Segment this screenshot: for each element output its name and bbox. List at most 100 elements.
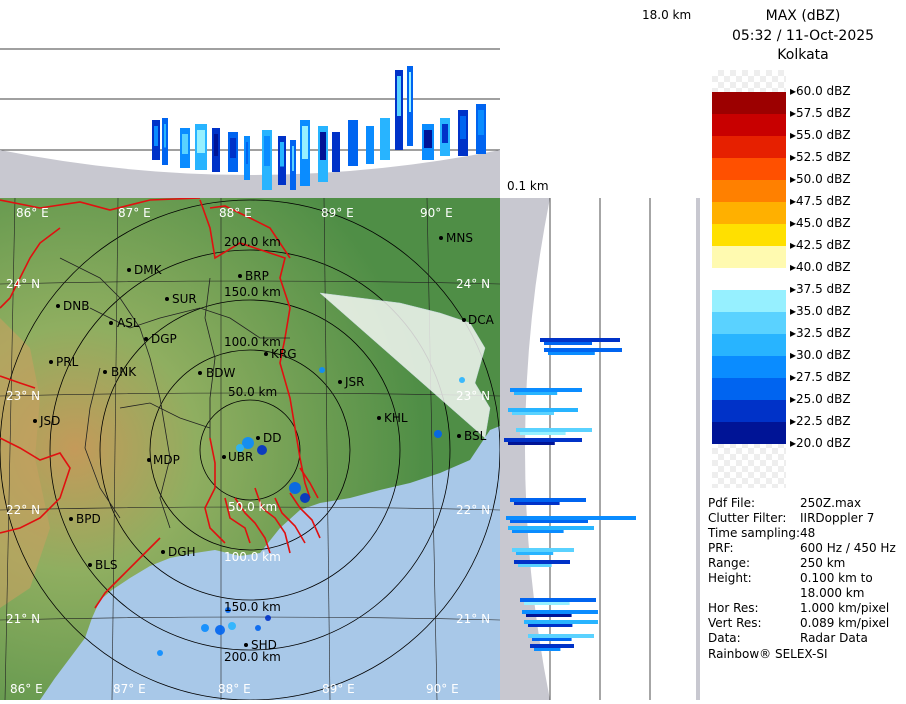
district-line [119, 402, 211, 429]
station-dot [144, 337, 148, 341]
station-label: DD [263, 431, 282, 445]
echo-band [510, 498, 586, 502]
radar-map: 86° E 87° E 88° E 89° E 90° E 86° E 87° … [0, 198, 500, 700]
station-label: BPD [76, 512, 101, 526]
echo-cell [215, 625, 225, 635]
station-label: JSD [40, 414, 61, 428]
scale-label: ▸47.5 dBZ [790, 194, 851, 208]
station-dot [198, 371, 202, 375]
scale-label: ▸37.5 dBZ [790, 282, 851, 296]
lat-label-right: 24° N [456, 277, 491, 291]
info-value: 48 [800, 526, 816, 540]
station-label: BSL [464, 429, 487, 443]
echo-band [544, 342, 592, 345]
echo-core [164, 124, 166, 148]
info-key: Range: [708, 556, 751, 570]
echo-core [182, 134, 188, 154]
info-row: Data: Radar Data [708, 631, 906, 646]
info-row: 18.000 km [708, 586, 906, 601]
range-label: 150.0 km [224, 600, 281, 614]
range-label: 100.0 km [224, 335, 281, 349]
parallel [0, 280, 500, 285]
info-key: Hor Res: [708, 601, 759, 615]
echo-band [524, 620, 598, 624]
scale-label: ▸25.0 dBZ [790, 392, 851, 406]
station-dot [127, 268, 131, 272]
echo-band [512, 548, 574, 552]
scale-label: ▸27.5 dBZ [790, 370, 851, 384]
channel [254, 487, 291, 554]
radar-map-svg [0, 198, 500, 700]
station-dot [338, 380, 342, 384]
color-swatch [712, 70, 786, 92]
station-dot [49, 360, 53, 364]
echo-core [230, 138, 236, 158]
lon-label-top: 87° E [118, 206, 151, 220]
channel [289, 492, 321, 539]
station-dot [462, 318, 466, 322]
echo-cell [157, 650, 163, 656]
rivers [319, 292, 491, 439]
info-row: Clutter Filter: IIRDoppler 7 [708, 511, 906, 526]
info-value: IIRDoppler 7 [800, 511, 875, 525]
echo-cell [459, 377, 465, 383]
station-dot [161, 550, 165, 554]
lat-label-right: 21° N [456, 612, 491, 626]
echo-core [154, 126, 158, 146]
echo-core [214, 134, 218, 156]
scale-label: ▸22.5 dBZ [790, 414, 851, 428]
station-label: BNK [111, 365, 137, 379]
color-swatch [712, 136, 786, 158]
scale-label: ▸52.5 dBZ [790, 150, 851, 164]
info-key: Clutter Filter: [708, 511, 787, 525]
scale-label: ▸20.0 dBZ [790, 436, 851, 450]
echo-cell [319, 367, 325, 373]
info-value: 600 Hz / 450 Hz [800, 541, 896, 555]
station-dot [88, 563, 92, 567]
range-label: 150.0 km [224, 285, 281, 299]
legend-panel: MAX (dBZ) 05:32 / 11-Oct-2025 Kolkata ▸6… [700, 0, 906, 700]
range-label: 50.0 km [228, 385, 278, 399]
border-line [0, 375, 36, 389]
echo-band [514, 560, 570, 564]
echo-cell [228, 622, 236, 630]
station-dot [439, 236, 443, 240]
echo-core [350, 126, 356, 149]
lon-label-bottom: 90° E [426, 682, 459, 696]
echo-cell [265, 615, 271, 621]
lat-label-left: 21° N [6, 612, 41, 626]
echo-band [514, 392, 558, 395]
station-label: DMK [134, 263, 162, 277]
echo-cell [242, 437, 254, 449]
lon-label-bottom: 88° E [218, 682, 251, 696]
terrain-shadow [500, 198, 550, 700]
lat-label-left: 22° N [6, 503, 41, 517]
river-delta [319, 292, 491, 439]
echo-cell [236, 444, 244, 452]
info-row: Pdf File: 250Z.max [708, 496, 906, 511]
scale-label: ▸50.0 dBZ [790, 172, 851, 186]
echo-core [264, 136, 270, 166]
border-line [0, 198, 201, 211]
range-label: 200.0 km [224, 650, 281, 664]
parallel [0, 506, 500, 511]
echo-band [540, 338, 620, 342]
channel [299, 467, 319, 499]
scale-label: ▸60.0 dBZ [790, 84, 851, 98]
lat-label-right: 23° N [456, 389, 491, 403]
station-dot [238, 274, 242, 278]
echo-band [520, 432, 566, 435]
station-dot [69, 517, 73, 521]
range-ring [199, 399, 301, 501]
station-label: PRL [56, 355, 79, 369]
echo-core [368, 132, 372, 151]
district-line [204, 277, 216, 438]
range-label: 200.0 km [224, 235, 281, 249]
info-key: PRF: [708, 541, 734, 555]
info-key: Vert Res: [708, 616, 762, 630]
color-swatch [712, 246, 786, 268]
border-line [204, 437, 226, 544]
state-borders [0, 198, 321, 609]
echo-band [528, 634, 594, 638]
lon-label-bottom: 89° E [322, 682, 355, 696]
